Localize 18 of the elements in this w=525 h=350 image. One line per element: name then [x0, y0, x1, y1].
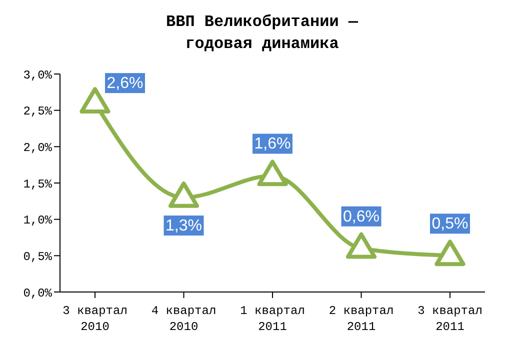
y-tick-label: 3,0% [23, 68, 53, 82]
y-tick-label: 0,0% [23, 286, 53, 300]
x-tick-label: 4 квартал 2010 [151, 304, 216, 334]
x-tick-label: 3 квартал 2010 [62, 304, 128, 334]
x-tick-label: 2 квартал 2011 [328, 304, 394, 334]
data-label: 1,6% [254, 136, 291, 153]
y-tick-label: 1,5% [23, 177, 53, 192]
chart-title: ВВП Великобритании — годовая динамика [166, 13, 358, 53]
data-label: 2,6% [106, 75, 144, 92]
y-tick-label: 0,5% [23, 250, 53, 264]
data-label: 0,6% [343, 208, 380, 226]
x-tick-label: 3 квартал 2011 [418, 304, 482, 334]
y-tick-label: 2,0% [23, 140, 53, 155]
data-label: 1,3% [166, 218, 202, 235]
data-label: 0,5% [432, 216, 468, 233]
y-tick-label: 2,5% [23, 104, 53, 119]
y-tick-label: 1,0% [23, 214, 53, 228]
x-tick-label: 1 квартал 2011 [240, 304, 305, 334]
